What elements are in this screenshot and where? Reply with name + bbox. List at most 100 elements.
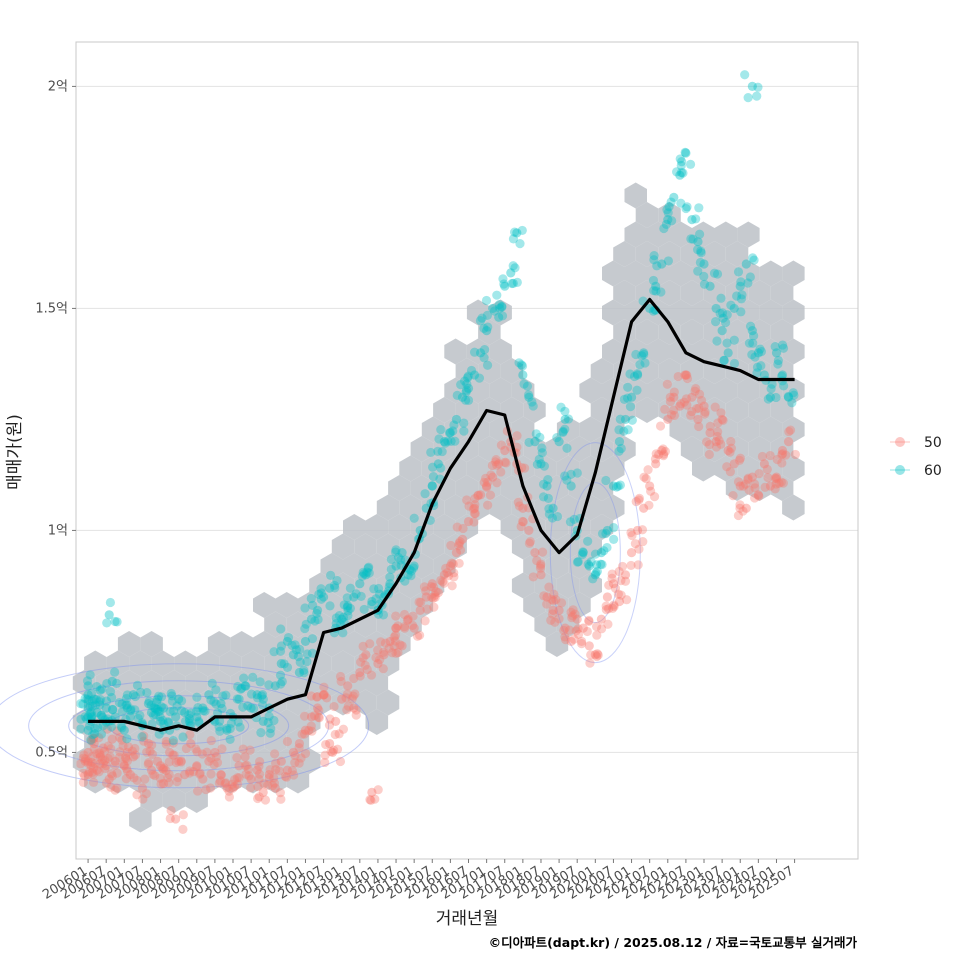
data-point-60 xyxy=(221,690,231,700)
data-point-60 xyxy=(562,443,572,453)
data-point-60 xyxy=(694,203,704,213)
data-point-60 xyxy=(620,414,631,425)
data-point-50 xyxy=(741,479,751,489)
hexbin-cell xyxy=(207,670,231,696)
data-point-60 xyxy=(649,255,659,265)
hexbin-cell xyxy=(748,280,771,306)
hexbin-cell xyxy=(365,670,389,696)
data-point-50 xyxy=(112,768,122,778)
data-point-50 xyxy=(454,538,464,549)
data-point-50 xyxy=(446,540,456,551)
data-point-50 xyxy=(634,544,644,554)
data-point-50 xyxy=(500,457,510,467)
data-point-60 xyxy=(717,308,728,318)
data-point-50 xyxy=(771,479,781,489)
hexbin-cell xyxy=(399,611,422,638)
data-point-50 xyxy=(238,744,248,754)
data-point-60 xyxy=(98,712,108,722)
hexbin-cell xyxy=(185,787,208,813)
hexbin-cell xyxy=(556,455,580,482)
data-point-60 xyxy=(318,592,329,602)
data-point-60 xyxy=(136,687,146,697)
data-point-60 xyxy=(174,694,184,704)
data-point-60 xyxy=(534,454,544,464)
data-point-50 xyxy=(488,472,498,482)
data-point-50 xyxy=(547,609,558,619)
data-point-50 xyxy=(87,767,97,777)
data-point-50 xyxy=(660,404,670,414)
data-point-50 xyxy=(206,735,216,746)
data-point-50 xyxy=(216,770,226,780)
hexbin-cell xyxy=(140,748,163,774)
hexbin-cell xyxy=(489,299,512,326)
data-point-60 xyxy=(142,688,152,698)
hexbin-cell xyxy=(545,631,569,657)
data-point-60 xyxy=(137,732,147,742)
data-point-50 xyxy=(224,786,234,796)
data-point-60 xyxy=(339,600,349,610)
data-point-50 xyxy=(537,547,548,557)
data-point-50 xyxy=(89,738,99,749)
data-point-60 xyxy=(105,597,116,608)
hexbin-cell xyxy=(511,416,535,443)
data-point-60 xyxy=(591,568,601,578)
data-point-60 xyxy=(90,723,100,733)
hexbin-cell xyxy=(253,631,276,657)
data-point-60 xyxy=(531,429,541,439)
hexbin-cell xyxy=(343,592,366,618)
data-point-60 xyxy=(544,509,554,519)
data-point-60 xyxy=(342,593,352,603)
data-point-60 xyxy=(512,277,522,287)
data-point-50 xyxy=(551,595,561,605)
data-point-50 xyxy=(142,747,152,757)
data-point-60 xyxy=(163,718,174,728)
data-point-50 xyxy=(350,689,360,699)
data-point-50 xyxy=(571,626,581,636)
hexbin-cell xyxy=(219,728,242,755)
data-point-60 xyxy=(83,725,93,735)
data-point-60 xyxy=(117,699,127,709)
data-point-60 xyxy=(122,690,132,700)
data-point-50 xyxy=(409,623,419,633)
hexbin-cell xyxy=(759,455,783,482)
data-point-60 xyxy=(192,706,202,716)
data-point-60 xyxy=(548,503,558,513)
data-point-50 xyxy=(254,769,265,779)
data-point-60 xyxy=(130,691,140,702)
data-point-50 xyxy=(319,682,329,692)
data-point-60 xyxy=(693,244,703,255)
data-point-50 xyxy=(325,738,335,749)
data-point-50 xyxy=(191,744,201,754)
data-point-60 xyxy=(625,369,635,379)
data-point-60 xyxy=(614,425,624,435)
hexbin-cell xyxy=(151,689,175,716)
hexbin-cell xyxy=(421,572,445,599)
data-point-50 xyxy=(626,548,637,558)
data-point-50 xyxy=(726,436,736,447)
data-point-50 xyxy=(103,741,113,751)
data-point-60 xyxy=(369,584,379,594)
data-point-60 xyxy=(663,256,673,266)
data-point-50 xyxy=(181,743,191,754)
data-point-50 xyxy=(140,774,150,784)
data-point-60 xyxy=(439,437,449,447)
data-point-60 xyxy=(508,234,519,244)
hexbin-cell xyxy=(253,592,276,618)
data-point-50 xyxy=(319,690,329,700)
data-point-50 xyxy=(245,745,255,755)
data-point-60 xyxy=(112,678,122,688)
data-point-50 xyxy=(513,497,523,507)
data-point-50 xyxy=(430,590,440,600)
data-point-50 xyxy=(335,671,346,682)
data-point-60 xyxy=(699,259,709,269)
data-point-60 xyxy=(479,323,489,334)
data-point-50 xyxy=(682,370,692,380)
data-point-60 xyxy=(125,712,135,722)
density-contour xyxy=(569,482,621,624)
data-point-50 xyxy=(341,693,351,703)
data-point-50 xyxy=(455,545,466,555)
data-point-60 xyxy=(537,448,547,458)
data-point-60 xyxy=(667,216,677,226)
data-point-50 xyxy=(774,478,784,488)
